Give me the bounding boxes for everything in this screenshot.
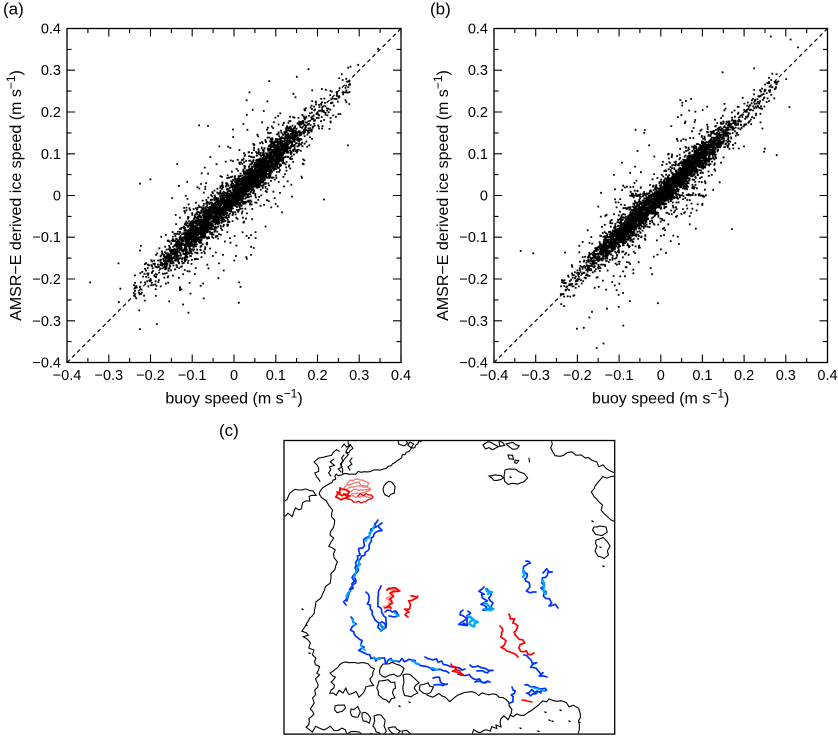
svg-text:AMSR−E derived ice speed (m s−: AMSR−E derived ice speed (m s−1) — [4, 70, 25, 321]
svg-text:0.4: 0.4 — [41, 22, 61, 38]
svg-text:−0.3: −0.3 — [521, 368, 550, 384]
svg-text:AMSR−E derived ice speed (m s−: AMSR−E derived ice speed (m s−1) — [431, 70, 452, 321]
svg-text:(c): (c) — [219, 421, 239, 440]
svg-text:0: 0 — [230, 368, 238, 384]
svg-text:−0.2: −0.2 — [563, 368, 592, 384]
svg-text:−0.1: −0.1 — [605, 368, 634, 384]
svg-text:0: 0 — [480, 189, 488, 205]
svg-text:0.2: 0.2 — [307, 368, 327, 384]
svg-text:0.1: 0.1 — [41, 147, 61, 163]
svg-text:0: 0 — [657, 368, 665, 384]
svg-text:0.4: 0.4 — [817, 368, 837, 384]
svg-text:0.3: 0.3 — [776, 368, 796, 384]
svg-text:0.3: 0.3 — [468, 63, 488, 79]
svg-text:0.4: 0.4 — [468, 22, 488, 38]
svg-text:−0.1: −0.1 — [459, 230, 488, 246]
svg-text:0.1: 0.1 — [468, 147, 488, 163]
svg-text:−0.1: −0.1 — [32, 230, 61, 246]
svg-text:(a): (a) — [3, 0, 24, 19]
svg-text:−0.3: −0.3 — [32, 314, 61, 330]
svg-text:0.2: 0.2 — [468, 105, 488, 121]
svg-text:−0.2: −0.2 — [32, 272, 61, 288]
svg-text:0.2: 0.2 — [41, 105, 61, 121]
svg-text:−0.1: −0.1 — [178, 368, 207, 384]
svg-text:−0.2: −0.2 — [136, 368, 165, 384]
svg-text:0.3: 0.3 — [41, 63, 61, 79]
svg-text:−0.4: −0.4 — [459, 356, 488, 372]
svg-text:−0.4: −0.4 — [480, 368, 509, 384]
svg-text:(b): (b) — [430, 0, 451, 19]
svg-text:buoy speed (m s−1): buoy speed (m s−1) — [592, 387, 729, 408]
svg-text:0.1: 0.1 — [692, 368, 712, 384]
svg-text:0.3: 0.3 — [349, 368, 369, 384]
svg-text:−0.4: −0.4 — [53, 368, 82, 384]
svg-text:−0.4: −0.4 — [32, 356, 61, 372]
svg-text:0.2: 0.2 — [734, 368, 754, 384]
svg-text:buoy speed (m s−1): buoy speed (m s−1) — [165, 387, 302, 408]
svg-text:−0.3: −0.3 — [459, 314, 488, 330]
svg-text:0.4: 0.4 — [391, 368, 411, 384]
svg-text:0: 0 — [53, 189, 61, 205]
svg-text:−0.3: −0.3 — [94, 368, 123, 384]
svg-text:−0.2: −0.2 — [459, 272, 488, 288]
svg-text:0.1: 0.1 — [266, 368, 286, 384]
